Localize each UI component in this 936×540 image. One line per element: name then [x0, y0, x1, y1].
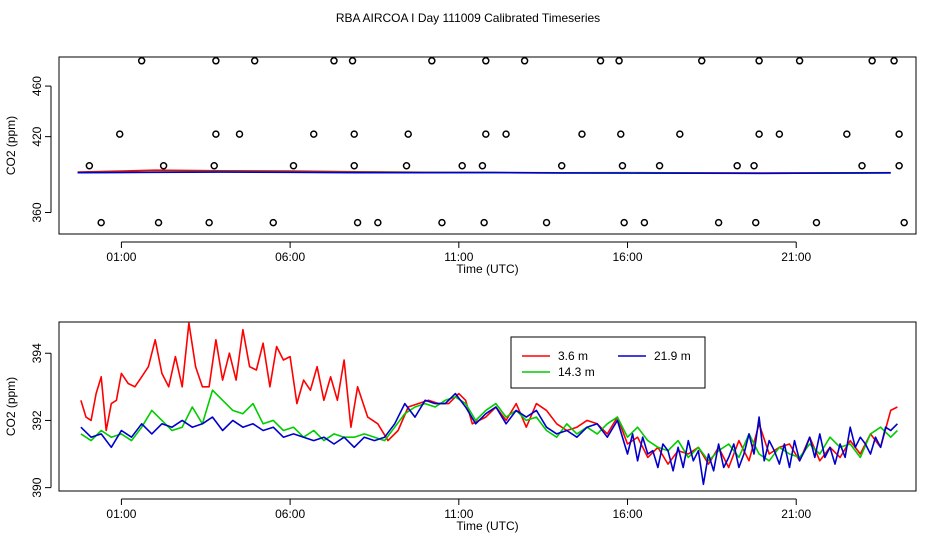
reference-point: [714, 218, 723, 227]
reference-point: [404, 130, 412, 138]
reference-point: [620, 218, 628, 227]
reference-point: [438, 218, 446, 227]
reference-point: [751, 218, 760, 227]
reference-point: [210, 161, 218, 170]
reference-point: [868, 57, 876, 65]
reference-point: [154, 218, 163, 227]
legend: 3.6 m 21.9 m 14.3 m: [510, 336, 706, 389]
y-tick-label: 390: [30, 477, 44, 497]
reference-point: [843, 130, 851, 138]
x-tick-label: 11:00: [444, 507, 473, 521]
reference-point: [137, 57, 146, 65]
y-tick-label: 420: [30, 126, 44, 146]
top-panel: 01:00 06:00 11:00 16:00 21:00 Time (UTC) 360 42…: [4, 56, 917, 276]
series-line-21-9-m: [77, 171, 891, 175]
reference-point: [750, 161, 758, 170]
reference-point: [289, 161, 298, 170]
reference-point: [235, 130, 244, 138]
reference-point: [402, 161, 411, 170]
reference-point: [348, 57, 357, 65]
x-tick-label: 01:00: [106, 507, 136, 521]
reference-point: [212, 130, 220, 138]
x-axis-title: Time (UTC): [456, 519, 518, 533]
x-tick-label: 16:00: [613, 250, 643, 264]
reference-point: [676, 130, 684, 138]
series-line-3-6-m: [80, 322, 898, 469]
legend-label-3-6-m: 3.6 m: [558, 349, 588, 363]
x-tick-label: 06:00: [275, 250, 305, 264]
plot-frame: [58, 321, 917, 492]
reference-point: [755, 130, 763, 138]
reference-point: [350, 161, 358, 170]
y-tick-label: 360: [30, 202, 44, 222]
reference-point: [698, 57, 706, 65]
x-tick-label: 11:00: [444, 250, 473, 264]
legend-label-21-9-m: 21.9 m: [654, 349, 691, 363]
reference-point: [480, 218, 488, 227]
y-tick-label: 460: [30, 76, 44, 96]
legend-label-14-3-m: 14.3 m: [558, 365, 595, 379]
reference-point: [578, 130, 586, 138]
reference-point: [557, 161, 566, 170]
reference-point: [618, 161, 627, 170]
x-tick-label: 16:00: [613, 507, 643, 521]
reference-point: [895, 130, 903, 138]
reference-point: [482, 57, 490, 65]
x-tick-label: 21:00: [781, 507, 811, 521]
legend-box: [510, 336, 706, 389]
series-line-21-9-m: [80, 392, 898, 486]
bottom-panel: 01:00 06:00 11:00 16:00 21:00 Time (UTC) 390 39…: [4, 321, 917, 533]
reference-point: [733, 161, 741, 170]
reference-point: [502, 130, 510, 138]
figure-title: RBA AIRCOA I Day 111009 Calibrated Times…: [336, 11, 600, 25]
reference-point: [159, 161, 168, 170]
reference-point: [374, 218, 382, 227]
reference-point: [895, 161, 903, 170]
reference-point: [542, 218, 551, 227]
reference-point: [309, 130, 318, 138]
reference-point: [655, 161, 664, 170]
reference-point: [775, 130, 784, 138]
reference-point: [890, 57, 898, 65]
reference-point: [330, 57, 338, 65]
y-tick-label: 392: [30, 410, 44, 430]
y-axis-title: CO2 (ppm): [4, 377, 18, 436]
reference-point: [520, 57, 529, 65]
reference-point: [115, 130, 124, 138]
reference-point: [596, 57, 605, 65]
reference-point: [640, 218, 649, 227]
reference-point: [812, 218, 821, 227]
reference-point: [478, 161, 487, 170]
reference-point: [85, 161, 94, 170]
x-axis-title: Time (UTC): [456, 262, 518, 276]
x-tick-label: 21:00: [781, 250, 811, 264]
reference-point: [269, 218, 277, 227]
reference-point: [795, 57, 804, 65]
plot-frame: [58, 56, 917, 235]
y-tick-label: 394: [30, 343, 44, 363]
reference-point: [458, 161, 466, 170]
reference-point: [205, 218, 213, 227]
reference-point: [617, 130, 625, 138]
reference-point: [482, 130, 490, 138]
reference-point: [428, 57, 436, 65]
reference-point: [97, 218, 105, 227]
reference-point: [755, 57, 763, 65]
reference-point: [858, 161, 866, 170]
x-tick-label: 06:00: [275, 507, 305, 521]
y-axis-title: CO2 (ppm): [4, 116, 18, 175]
reference-point: [250, 57, 259, 65]
reference-point: [212, 57, 220, 65]
reference-point: [615, 57, 623, 65]
x-tick-label: 01:00: [106, 250, 136, 264]
reference-point: [900, 218, 908, 227]
reference-point: [350, 130, 358, 138]
reference-point: [353, 218, 362, 227]
